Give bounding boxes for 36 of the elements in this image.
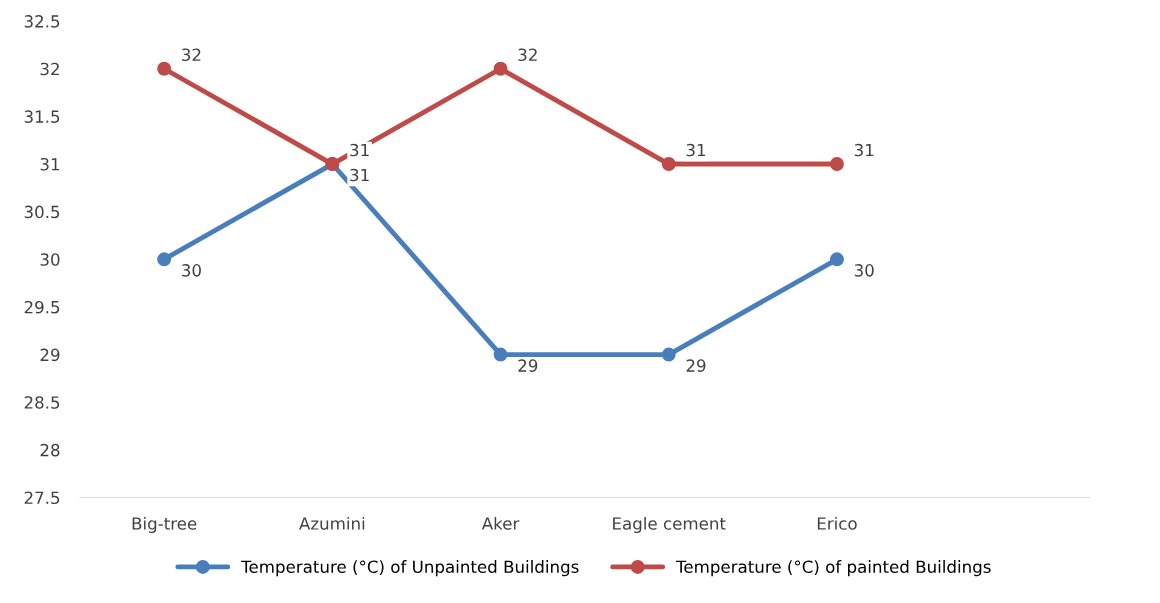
y-tick-label: 31 [40,157,60,171]
data-label: 31 [854,143,874,157]
legend-label: Temperature (°C) of Unpainted Buildings [241,560,579,577]
point [157,61,172,76]
y-tick-label: 29.5 [24,300,60,314]
data-label: 32 [518,48,537,62]
x-tick-label: Big-tree [132,516,197,534]
y-tick-label: 29 [40,348,60,362]
legend-label: Temperature (°C) of painted Buildings [675,560,991,577]
x-tick-label: Aker [481,516,520,530]
y-tick-label: 30.5 [24,205,60,219]
point [493,347,508,362]
data-label: 30 [182,264,201,277]
data-label: 30 [854,264,874,277]
data-label: 31 [686,143,706,157]
x-tick-label: Azumini [299,516,365,530]
y-tick-label: 27.5 [24,491,60,505]
y-tick-label: 32.5 [24,15,60,28]
x-tick-label: Erico [817,516,857,530]
y-tick-label: 31.5 [24,110,60,123]
data-label: 32 [182,48,201,62]
point [829,157,844,171]
point [661,347,676,362]
x-tick-label: Eagle cement [613,516,726,534]
point [157,252,172,267]
y-tick-label: 28.5 [24,396,60,409]
y-tick-label: 30 [40,253,60,266]
y-tick-label: 28 [40,443,60,457]
point [661,157,676,171]
data-label: 29 [686,359,706,372]
point [493,61,508,76]
data-label: 31 [350,168,369,182]
point [829,252,844,267]
data-label: 31 [350,143,369,157]
data-label: 29 [518,359,538,372]
y-tick-label: 32 [40,62,59,76]
